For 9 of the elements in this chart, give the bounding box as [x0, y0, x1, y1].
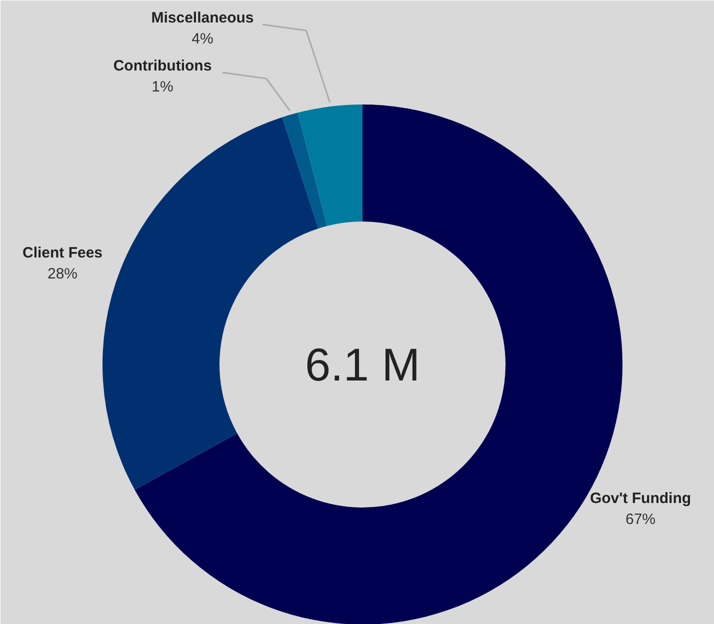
slice-label: Client Fees: [22, 244, 103, 262]
data-label: 4%: [192, 30, 214, 48]
text: 6.1 M: [304, 338, 420, 390]
data-label: 67%: [625, 511, 656, 528]
data-label: 1%: [152, 78, 174, 96]
data-label: 28%: [47, 265, 78, 282]
slice-label: Miscellaneous: [151, 10, 254, 26]
slice-label: Contributions: [113, 58, 212, 74]
slice-label: Gov't Funding: [590, 490, 692, 508]
